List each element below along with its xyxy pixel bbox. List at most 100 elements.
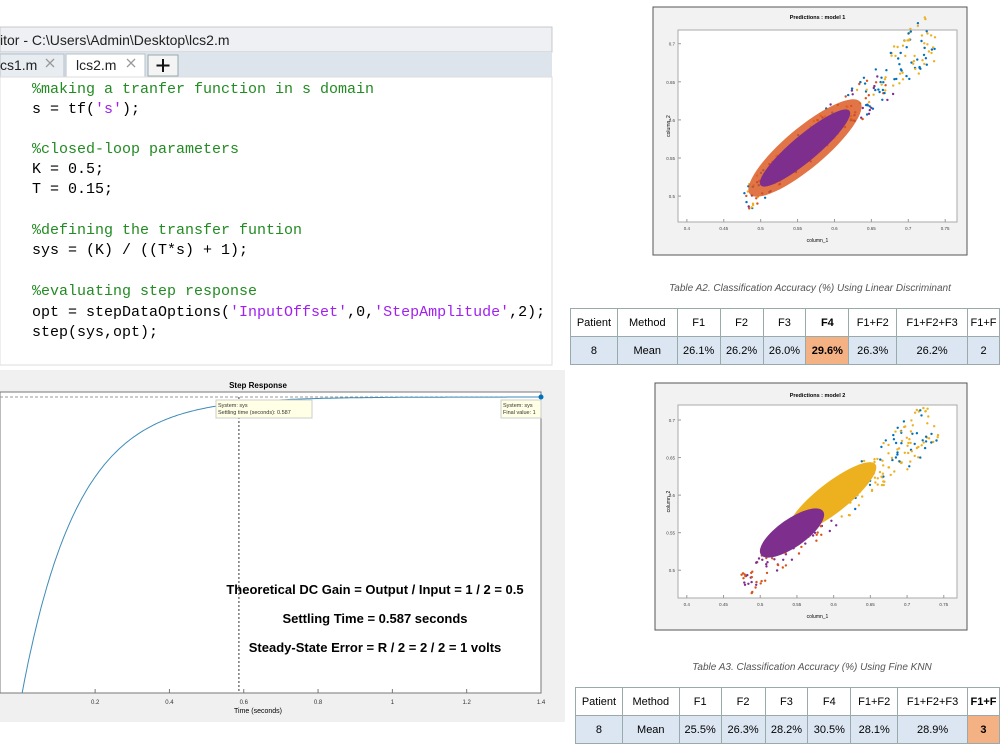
scatter-dot xyxy=(932,60,936,63)
scatter-dot xyxy=(813,531,817,534)
scatter-dot xyxy=(884,439,887,442)
scatter-dot xyxy=(750,591,753,595)
scatter-dot xyxy=(896,45,899,49)
scatter-dot xyxy=(901,71,904,74)
scatter-dot xyxy=(919,456,922,459)
scatter-dot xyxy=(930,51,933,55)
scatter-dot xyxy=(759,582,762,585)
scatter-dot xyxy=(882,483,885,487)
scatter-dot xyxy=(933,425,936,428)
scatter-dot xyxy=(910,419,913,422)
scatter-dot xyxy=(886,98,889,102)
scatter-dot xyxy=(873,84,876,88)
scatter-dot xyxy=(862,76,866,80)
scatter-dot xyxy=(896,453,899,456)
scatter-dot xyxy=(882,475,885,478)
scatter-dot xyxy=(844,95,847,98)
x-tick-label: 0.75 xyxy=(939,602,948,607)
y-tick-label: 0.65 xyxy=(666,80,675,85)
table-cell: F1+F2+F3 xyxy=(897,687,968,716)
code-line: %evaluating step response xyxy=(32,283,257,300)
scatter-dot xyxy=(760,579,763,583)
scatter-dot xyxy=(876,477,879,480)
scatter-dot xyxy=(861,117,864,121)
x-tick-label: 0.75 xyxy=(941,226,950,231)
table-cell: 2 xyxy=(967,336,1000,365)
scatter-dot xyxy=(797,552,801,555)
tab-close[interactable] xyxy=(126,58,136,68)
scatter-dot xyxy=(921,59,924,62)
scatter-dot xyxy=(908,465,911,468)
scatter-dot xyxy=(755,197,758,200)
plot-title: Step Response xyxy=(229,381,287,390)
scatter-dot xyxy=(903,39,906,42)
table-cell: 3 xyxy=(966,715,1000,744)
datatip-text: System: sys xyxy=(503,403,533,409)
scatter-dot xyxy=(901,44,905,47)
scatter-dot xyxy=(830,519,833,522)
scatter-dot xyxy=(925,63,928,66)
scatter-dot xyxy=(917,456,920,459)
scatter-dot xyxy=(755,580,758,584)
table-cell: F1+F2 xyxy=(848,308,898,337)
scatter-dot xyxy=(755,561,758,564)
table-cell: F2 xyxy=(719,308,764,337)
scatter-dot xyxy=(896,426,899,429)
scatter-dot xyxy=(924,57,928,60)
scatter-dot xyxy=(898,62,901,66)
table-cell: 26.3% xyxy=(848,336,898,365)
scatter-dot xyxy=(765,563,768,566)
scatter-dot xyxy=(931,46,935,49)
x-tick-label: 0.5 xyxy=(758,226,765,231)
scatter-dot xyxy=(891,458,894,462)
scatter-dot xyxy=(894,430,897,433)
table-cell: F1+F2 xyxy=(850,687,899,716)
scatter-dot xyxy=(756,202,759,205)
scatter-dot xyxy=(924,435,928,438)
scatter-dot xyxy=(926,407,929,410)
table-cell: 8 xyxy=(570,336,618,365)
scatter-dot xyxy=(874,68,877,71)
scatter-dot xyxy=(876,75,879,78)
scatter-dot xyxy=(815,539,818,542)
scatter-dot xyxy=(879,80,882,84)
scatter-dot xyxy=(742,577,745,580)
table-cell: Patient xyxy=(575,687,623,716)
scatter-dot xyxy=(902,420,906,423)
scatter-dot xyxy=(859,80,862,84)
scatter-dot xyxy=(746,573,749,577)
scatter-dot xyxy=(906,468,909,471)
scatter-dot xyxy=(880,76,883,79)
scatter-dot xyxy=(927,415,930,418)
table-caption: Table A2. Classification Accuracy (%) Us… xyxy=(669,283,951,294)
x-tick-label: 0.4 xyxy=(684,602,691,607)
scatter-dot xyxy=(898,460,901,463)
scatter-dot xyxy=(896,451,899,454)
tab-close[interactable] xyxy=(45,58,55,68)
scatter-dot xyxy=(764,579,767,582)
scatter-dot xyxy=(910,450,913,453)
x-tick-label: 0.45 xyxy=(719,602,728,607)
table-cell: 26.1% xyxy=(676,336,721,365)
scatter-dot xyxy=(790,558,794,561)
scatter-dot xyxy=(887,466,890,469)
scatter-dot xyxy=(882,480,885,483)
scatter-dot xyxy=(930,432,933,436)
x-tick-label: 0.6 xyxy=(831,226,838,231)
table-cell: 25.5% xyxy=(678,715,722,744)
table-row: 8 Mean 25.5% 26.3% 28.2% 30.5% 28.1% 28.9% 3 xyxy=(575,715,1000,744)
cluster xyxy=(759,508,825,558)
scatter-dot xyxy=(906,444,909,447)
scatter-dot xyxy=(925,30,928,33)
scatter-dot xyxy=(775,569,779,572)
scatter-dot xyxy=(916,58,919,61)
scatter-dot xyxy=(913,442,916,446)
scatter-dot xyxy=(908,438,911,441)
scatter-dot xyxy=(885,69,888,72)
scatter-dot xyxy=(900,442,903,445)
scatter-dot xyxy=(751,570,754,573)
scatter-dot xyxy=(864,103,868,107)
x-tick-label: 0.45 xyxy=(719,226,728,231)
scatter-dot xyxy=(904,54,907,58)
